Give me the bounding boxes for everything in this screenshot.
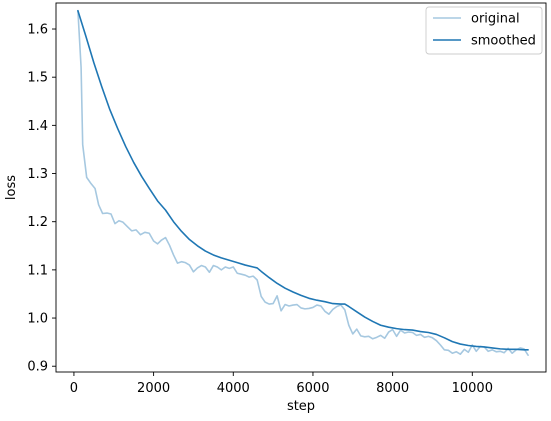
- y-tick-label: 1.3: [27, 167, 48, 182]
- x-tick-label: 4000: [217, 381, 250, 396]
- y-tick-label: 1.5: [27, 71, 48, 86]
- legend-label-smoothed: smoothed: [471, 34, 536, 49]
- legend: original smoothed: [425, 6, 543, 55]
- x-tick-label: 8000: [376, 381, 409, 396]
- y-tick-label: 1.1: [27, 263, 48, 278]
- axes-group: 0 2000 4000 6000 8000 10000 0.9 1.0 1.1 1.2 1.3 1.4…: [27, 2, 547, 396]
- x-axis-label: step: [287, 399, 315, 414]
- y-tick-label: 1.0: [27, 312, 48, 327]
- y-tick-label: 1.6: [27, 23, 48, 38]
- series-line-original: [77, 9, 529, 356]
- y-tick-label: 1.4: [27, 119, 48, 134]
- plot-background: [56, 3, 546, 372]
- series-line-smoothed: [77, 9, 529, 351]
- legend-label-original: original: [471, 12, 520, 27]
- y-axis-label: loss: [4, 175, 19, 200]
- x-tick-label: 10000: [452, 381, 493, 396]
- x-tick-label: 2000: [137, 381, 170, 396]
- x-tick-label: 0: [70, 381, 78, 396]
- series-group: [77, 9, 529, 356]
- plot-area: [56, 3, 546, 372]
- plot-frame: [55, 2, 547, 373]
- x-tick-label: 6000: [296, 381, 329, 396]
- y-tick-label: 1.2: [27, 215, 48, 230]
- y-tick-label: 0.9: [27, 360, 48, 375]
